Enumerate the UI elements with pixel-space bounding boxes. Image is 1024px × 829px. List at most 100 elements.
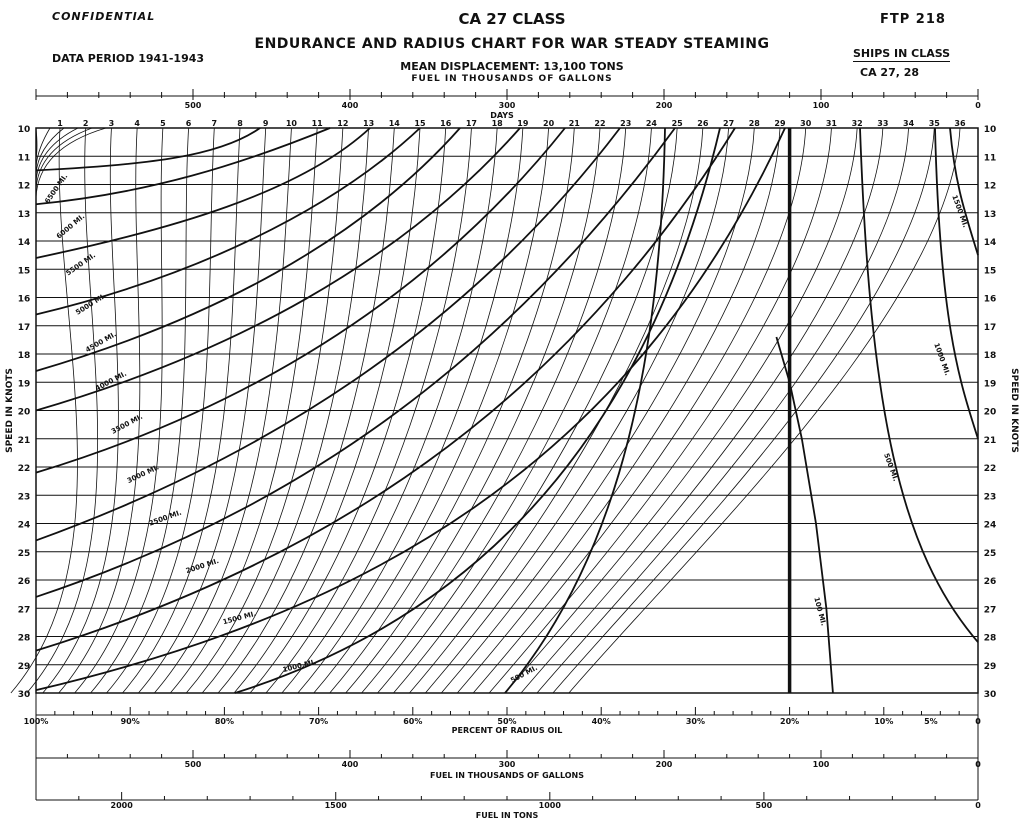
day-curve <box>265 127 472 694</box>
bottom-fuel-tick-label: 300 <box>499 760 516 769</box>
confidential-label: CONFIDENTIAL <box>52 10 156 23</box>
day-curve <box>536 127 909 694</box>
tons-tick-label: 500 <box>756 801 773 810</box>
day-curve <box>138 127 267 694</box>
tons-tick-label: 0 <box>975 801 981 810</box>
y-tick-label-right: 19 <box>984 379 997 389</box>
day-tick-label: 5 <box>160 119 166 128</box>
chart-subtitle: ENDURANCE AND RADIUS CHART FOR WAR STEAD… <box>254 36 770 52</box>
top-fuel-tick-label: 300 <box>499 101 516 110</box>
y-tick-label-right: 25 <box>984 549 997 559</box>
day-curve <box>361 127 627 694</box>
day-curve <box>122 127 241 694</box>
day-tick-label: 6 <box>186 119 192 128</box>
day-tick-label: 13 <box>363 119 374 128</box>
day-tick-label: 12 <box>337 119 348 128</box>
day-tick-label: 28 <box>749 119 761 128</box>
percent-tick-label: 40% <box>592 717 611 726</box>
day-curve <box>345 127 601 694</box>
day-tick-label: 2 <box>83 119 89 128</box>
days-axis-title: DAYS <box>490 111 514 120</box>
day-curve <box>185 127 344 694</box>
y-tick-label-right: 24 <box>984 521 997 531</box>
y-tick-label-right: 27 <box>984 605 997 615</box>
radius-curve-label: 500 MI. <box>509 664 539 685</box>
y-tick-label-left: 11 <box>18 153 31 163</box>
y-tick-label-left: 10 <box>18 125 31 135</box>
radius-curve <box>35 127 676 598</box>
radius-curve-label: 1000 MI. <box>932 342 951 377</box>
y-tick-label-right: 23 <box>984 492 997 502</box>
day-tick-label: 1 <box>57 119 63 128</box>
percent-axis-title: PERCENT OF RADIUS OIL <box>452 726 563 735</box>
radius-curve-label: 5500 MI. <box>65 251 98 277</box>
day-curve <box>42 127 119 694</box>
day-tick-label: 14 <box>389 119 401 128</box>
day-curve <box>106 127 215 694</box>
data-period-label: DATA PERIOD 1941-1943 <box>52 52 205 65</box>
day-curve <box>35 127 107 199</box>
day-curve <box>35 127 38 159</box>
y-tick-label-right: 14 <box>984 238 997 248</box>
day-curve <box>520 127 884 694</box>
radius-curve <box>35 127 521 412</box>
top-fuel-tick-label: 200 <box>656 101 673 110</box>
radius-curve <box>35 127 331 206</box>
radius-curve <box>859 127 979 643</box>
day-tick-label: 30 <box>800 119 812 128</box>
y-tick-label-left: 30 <box>18 690 31 700</box>
day-curve <box>313 127 549 694</box>
ftp-label: FTP 218 <box>880 12 946 27</box>
radius-curve <box>35 127 371 259</box>
y-tick-label-right: 10 <box>984 125 997 135</box>
percent-tick-label: 5% <box>924 717 938 726</box>
y-tick-label-right: 20 <box>984 408 997 418</box>
y-tick-label-left: 15 <box>18 266 31 276</box>
y-tick-label-right: 29 <box>984 662 997 672</box>
day-curve <box>568 127 961 694</box>
y-tick-label-left: 17 <box>18 323 31 333</box>
radius-curve <box>949 127 979 256</box>
bottom-fuel-axis-title: FUEL IN THOUSANDS OF GALLONS <box>430 771 584 780</box>
bottom-fuel-tick-label: 500 <box>185 760 202 769</box>
radius-curve-label: 1500 MI. <box>950 194 969 229</box>
day-tick-label: 15 <box>414 119 426 128</box>
y-tick-label-left: 21 <box>18 436 31 446</box>
radius-curve-label: 2000 MI. <box>185 557 220 575</box>
day-tick-label: 29 <box>774 119 786 128</box>
tons-tick-label: 1500 <box>325 801 348 810</box>
y-axis-label-left: SPEED IN KNOTS <box>5 368 15 453</box>
percent-tick-label: 70% <box>309 717 328 726</box>
day-tick-label: 23 <box>620 119 631 128</box>
day-curve <box>35 127 79 183</box>
y-tick-label-left: 29 <box>18 662 31 672</box>
y-tick-label-right: 15 <box>984 266 997 276</box>
day-tick-label: 18 <box>492 119 504 128</box>
day-curve <box>297 127 524 694</box>
radius-curve <box>35 127 736 652</box>
day-curve <box>90 127 189 694</box>
day-tick-label: 4 <box>134 119 140 128</box>
day-tick-label: 32 <box>852 119 863 128</box>
percent-tick-label: 50% <box>497 717 516 726</box>
day-curve <box>26 127 99 694</box>
day-tick-label: 33 <box>877 119 888 128</box>
day-tick-label: 34 <box>903 119 915 128</box>
day-tick-label: 19 <box>517 119 529 128</box>
day-curve <box>377 127 652 694</box>
day-tick-label: 7 <box>211 119 217 128</box>
day-tick-label: 26 <box>697 119 709 128</box>
day-curve <box>504 127 858 694</box>
radius-curve-label: 4000 MI. <box>94 370 128 393</box>
day-curve <box>74 127 164 694</box>
y-tick-label-left: 25 <box>18 549 31 559</box>
y-tick-label-left: 18 <box>18 351 31 361</box>
day-tick-label: 8 <box>237 119 243 128</box>
day-curve <box>281 127 498 694</box>
top-fuel-tick-label: 100 <box>813 101 830 110</box>
day-curve <box>552 127 935 694</box>
percent-tick-label: 20% <box>780 717 799 726</box>
radius-curve <box>35 127 566 474</box>
day-curve <box>58 127 141 694</box>
percent-tick-label: 30% <box>686 717 705 726</box>
